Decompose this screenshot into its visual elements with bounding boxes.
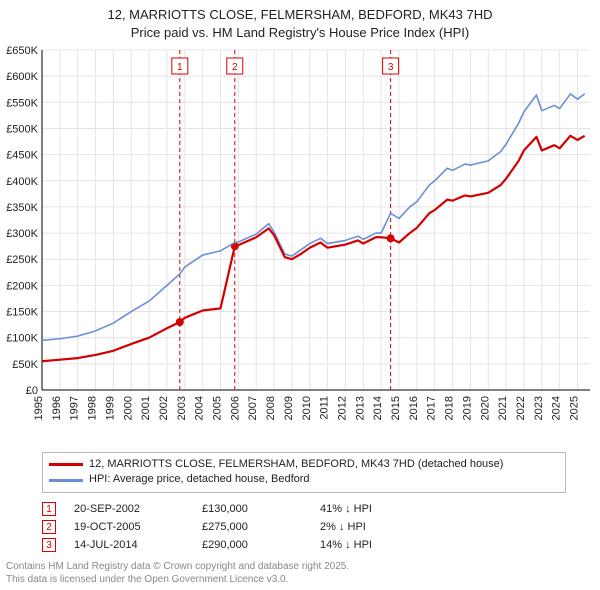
legend-swatch-hpi	[49, 479, 83, 482]
line-chart: £0 £50K £100K £150K £200K £250K £300K £350K £400…	[0, 44, 600, 444]
sale-date: 14-JUL-2014	[74, 539, 184, 551]
legend-row-hpi: HPI: Average price, detached house, Bedf…	[49, 472, 559, 487]
chart-container: 12, MARRIOTTS CLOSE, FELMERSHAM, BEDFORD…	[0, 0, 600, 590]
svg-text:2021: 2021	[497, 396, 509, 420]
sale-hpi: 14% ↓ HPI	[320, 539, 450, 551]
svg-text:2003: 2003	[176, 396, 188, 420]
footer-line-2: This data is licensed under the Open Gov…	[6, 574, 594, 587]
sale-hpi: 2% ↓ HPI	[320, 521, 450, 533]
svg-text:£500K: £500K	[6, 123, 38, 135]
svg-text:£650K: £650K	[6, 45, 38, 57]
sale-price: £130,000	[202, 503, 302, 515]
svg-text:£450K: £450K	[6, 150, 38, 162]
svg-text:2009: 2009	[283, 396, 295, 420]
svg-text:1: 1	[177, 62, 183, 73]
svg-text:£400K: £400K	[6, 176, 38, 188]
svg-text:2001: 2001	[140, 396, 152, 420]
svg-text:£50K: £50K	[12, 359, 38, 371]
sale-price: £290,000	[202, 539, 302, 551]
sale-row: 2 19-OCT-2005 £275,000 2% ↓ HPI	[42, 520, 566, 534]
svg-text:3: 3	[388, 62, 394, 73]
svg-text:2024: 2024	[551, 396, 563, 420]
svg-text:£150K: £150K	[6, 307, 38, 319]
legend-swatch-paid	[49, 463, 83, 466]
sale-date: 20-SEP-2002	[74, 503, 184, 515]
svg-text:1998: 1998	[87, 396, 99, 420]
svg-text:2019: 2019	[461, 396, 473, 420]
svg-text:2004: 2004	[194, 396, 206, 420]
legend-label-paid: 12, MARRIOTTS CLOSE, FELMERSHAM, BEDFORD…	[89, 457, 503, 472]
svg-text:2008: 2008	[265, 396, 277, 420]
sale-date: 19-OCT-2005	[74, 521, 184, 533]
svg-text:2000: 2000	[122, 396, 134, 420]
chart-title: 12, MARRIOTTS CLOSE, FELMERSHAM, BEDFORD…	[0, 0, 600, 41]
sale-row: 1 20-SEP-2002 £130,000 41% ↓ HPI	[42, 502, 566, 516]
svg-text:2022: 2022	[515, 396, 527, 420]
footer-line-1: Contains HM Land Registry data © Crown c…	[6, 561, 594, 574]
svg-text:2006: 2006	[229, 396, 241, 420]
svg-text:2002: 2002	[158, 396, 170, 420]
svg-text:2011: 2011	[319, 396, 331, 420]
legend-row-paid: 12, MARRIOTTS CLOSE, FELMERSHAM, BEDFORD…	[49, 457, 559, 472]
svg-text:2017: 2017	[426, 396, 438, 420]
svg-text:2014: 2014	[372, 396, 384, 420]
svg-text:2023: 2023	[533, 396, 545, 420]
svg-text:£600K: £600K	[6, 71, 38, 83]
svg-text:1995: 1995	[33, 396, 45, 420]
legend-label-hpi: HPI: Average price, detached house, Bedf…	[89, 472, 310, 487]
svg-text:1996: 1996	[51, 396, 63, 420]
svg-text:2: 2	[232, 62, 238, 73]
svg-text:2016: 2016	[408, 396, 420, 420]
svg-text:£550K: £550K	[6, 97, 38, 109]
sale-marker: 2	[42, 520, 56, 534]
svg-text:2015: 2015	[390, 396, 402, 420]
title-line-2: Price paid vs. HM Land Registry's House …	[0, 24, 600, 42]
chart-svg: £0 £50K £100K £150K £200K £250K £300K £350K £400…	[0, 44, 600, 444]
svg-text:2020: 2020	[479, 396, 491, 420]
legend: 12, MARRIOTTS CLOSE, FELMERSHAM, BEDFORD…	[42, 452, 566, 493]
sale-price: £275,000	[202, 521, 302, 533]
sale-marker: 1	[42, 502, 56, 516]
svg-text:2012: 2012	[336, 396, 348, 420]
svg-text:2007: 2007	[247, 396, 259, 420]
sales-table: 1 20-SEP-2002 £130,000 41% ↓ HPI 2 19-OCT-200…	[42, 498, 566, 556]
svg-text:2010: 2010	[301, 396, 313, 420]
sale-row: 3 14-JUL-2014 £290,000 14% ↓ HPI	[42, 538, 566, 552]
sale-hpi: 41% ↓ HPI	[320, 503, 450, 515]
svg-text:1997: 1997	[69, 396, 81, 420]
svg-text:2018: 2018	[444, 396, 456, 420]
sale-marker: 3	[42, 538, 56, 552]
svg-text:£250K: £250K	[6, 254, 38, 266]
svg-text:£100K: £100K	[6, 333, 38, 345]
svg-text:£350K: £350K	[6, 202, 38, 214]
title-line-1: 12, MARRIOTTS CLOSE, FELMERSHAM, BEDFORD…	[0, 6, 600, 24]
svg-text:2005: 2005	[212, 396, 224, 420]
svg-text:£300K: £300K	[6, 228, 38, 240]
svg-text:2013: 2013	[354, 396, 366, 420]
svg-text:£0: £0	[26, 385, 38, 397]
svg-text:£200K: £200K	[6, 280, 38, 292]
svg-text:2025: 2025	[569, 396, 581, 420]
svg-text:1999: 1999	[104, 396, 116, 420]
footer: Contains HM Land Registry data © Crown c…	[6, 561, 594, 586]
